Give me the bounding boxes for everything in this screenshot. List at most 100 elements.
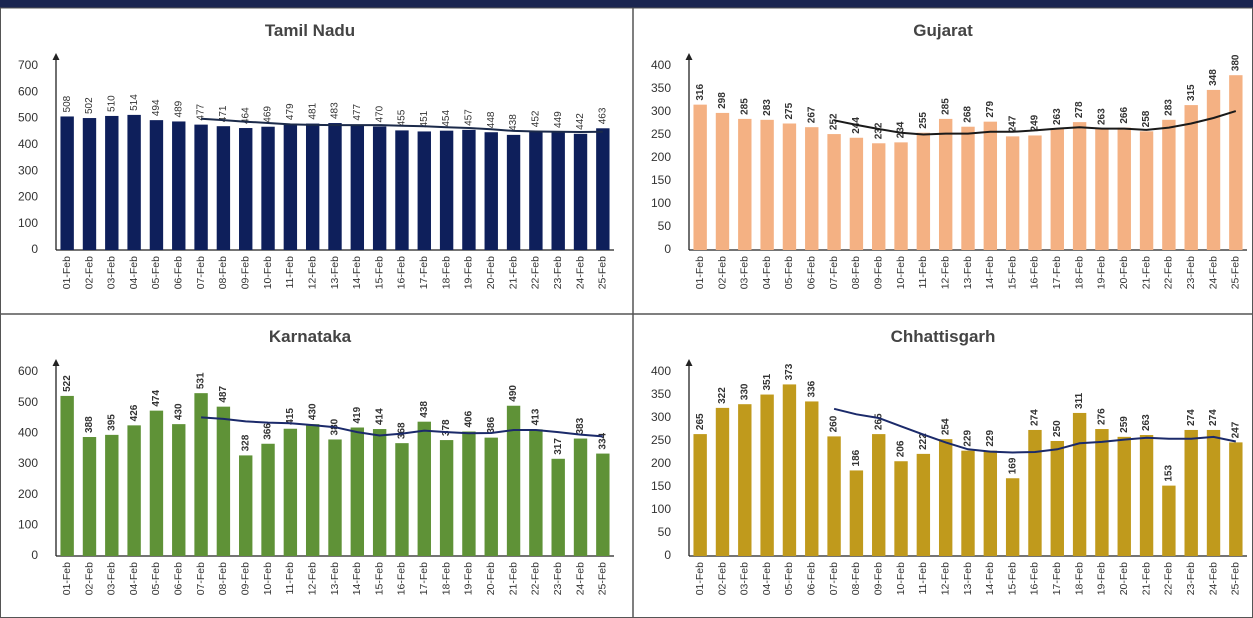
chart-title: Gujarat: [913, 21, 973, 40]
x-tick-label: 04-Feb: [128, 256, 140, 289]
bar: [149, 410, 164, 556]
x-tick-label: 14-Feb: [984, 562, 996, 595]
data-label: 259: [1119, 416, 1130, 433]
x-tick-label: 17-Feb: [1051, 256, 1063, 289]
x-tick-label: 03-Feb: [106, 256, 118, 289]
x-tick-label: 02-Feb: [83, 562, 95, 595]
y-tick-label: 300: [651, 410, 671, 424]
data-label: 316: [695, 84, 706, 101]
data-label: 279: [985, 101, 996, 118]
bar: [328, 439, 342, 556]
trend-line: [201, 117, 603, 134]
data-label: 494: [151, 99, 162, 116]
bar: [715, 112, 730, 250]
bar: [172, 121, 186, 250]
chart-panel: Chhattisgarh 0 50 100 150 200 250 300 350 400 265 0…: [651, 327, 1247, 595]
data-label: 263: [1097, 108, 1108, 125]
x-tick-label: 19-Feb: [463, 256, 475, 289]
data-label: 380: [1230, 54, 1241, 71]
x-tick-label: 10-Feb: [262, 256, 274, 289]
y-axis-arrow: [685, 359, 693, 366]
data-label: 285: [739, 98, 750, 115]
y-tick-label: 50: [658, 525, 672, 539]
data-label: 250: [1052, 420, 1063, 437]
x-tick-label: 16-Feb: [396, 562, 408, 595]
chart-panel: Karnataka 0 100 200 300 400 500 600 522 01-Feb 388…: [18, 327, 614, 595]
data-label: 508: [62, 95, 73, 112]
x-tick-label: 01-Feb: [61, 562, 73, 595]
bar: [1028, 429, 1042, 556]
y-tick-label: 400: [651, 364, 671, 378]
x-tick-label: 02-Feb: [716, 562, 728, 595]
x-tick-label: 22-Feb: [530, 562, 542, 595]
bar: [1206, 89, 1221, 250]
bar: [1229, 442, 1243, 556]
data-label: 186: [851, 449, 862, 466]
x-tick-label: 24-Feb: [1207, 562, 1219, 595]
y-tick-label: 600: [18, 84, 38, 98]
y-tick-label: 300: [18, 456, 38, 470]
x-tick-label: 07-Feb: [828, 256, 840, 289]
data-label: 451: [419, 110, 430, 127]
x-tick-label: 20-Feb: [1118, 562, 1130, 595]
x-tick-label: 11-Feb: [284, 562, 296, 595]
data-label: 487: [218, 386, 229, 403]
data-label: 229: [985, 430, 996, 447]
bar: [872, 434, 886, 556]
data-label: 258: [1141, 110, 1152, 127]
x-tick-label: 06-Feb: [806, 562, 818, 595]
x-tick-label: 23-Feb: [552, 562, 564, 595]
x-tick-label: 12-Feb: [306, 256, 318, 289]
x-tick-label: 04-Feb: [761, 256, 773, 289]
x-tick-label: 14-Feb: [984, 256, 996, 289]
data-label: 348: [1208, 69, 1219, 86]
x-tick-label: 25-Feb: [597, 562, 609, 595]
bar: [916, 132, 931, 250]
bar: [149, 120, 164, 250]
x-tick-label: 07-Feb: [195, 256, 207, 289]
x-tick-label: 12-Feb: [306, 562, 318, 595]
bar: [127, 114, 141, 251]
data-label: 378: [441, 419, 452, 436]
data-label: 153: [1164, 464, 1175, 481]
data-label: 366: [263, 423, 274, 440]
x-tick-label: 16-Feb: [1029, 256, 1041, 289]
bar: [1229, 75, 1243, 250]
data-label: 260: [829, 415, 840, 432]
bar: [1072, 412, 1087, 556]
data-label: 490: [508, 385, 519, 402]
y-tick-label: 50: [658, 219, 672, 233]
data-label: 471: [218, 105, 229, 122]
bar: [715, 407, 730, 556]
data-label: 395: [106, 414, 117, 431]
data-label: 414: [374, 408, 385, 425]
data-label: 430: [173, 403, 184, 420]
x-tick-label: 12-Feb: [939, 562, 951, 595]
bar: [439, 130, 454, 250]
bar: [60, 116, 74, 251]
x-tick-label: 24-Feb: [1207, 256, 1219, 289]
bar: [1117, 436, 1131, 556]
x-tick-label: 15-Feb: [1006, 562, 1018, 595]
x-tick-label: 12-Feb: [939, 256, 951, 289]
x-tick-label: 06-Feb: [173, 256, 185, 289]
bar: [194, 124, 208, 250]
bar: [82, 437, 97, 556]
data-label: 470: [374, 105, 385, 122]
data-label: 268: [963, 106, 974, 123]
bar: [827, 436, 841, 556]
x-tick-label: 05-Feb: [150, 562, 162, 595]
data-label: 266: [1119, 107, 1130, 124]
x-tick-label: 19-Feb: [1096, 562, 1108, 595]
x-tick-label: 24-Feb: [574, 256, 586, 289]
data-label: 413: [531, 408, 542, 425]
bar: [782, 384, 797, 556]
x-tick-label: 05-Feb: [150, 256, 162, 289]
data-label: 328: [240, 434, 251, 451]
bar: [551, 131, 565, 250]
chart-panel: Tamil Nadu 0 100 200 300 400 500 600 700 508 01-Fe…: [18, 21, 614, 289]
data-label: 298: [717, 92, 728, 109]
bar: [693, 434, 707, 556]
data-label: 388: [84, 416, 95, 433]
x-tick-label: 20-Feb: [485, 256, 497, 289]
